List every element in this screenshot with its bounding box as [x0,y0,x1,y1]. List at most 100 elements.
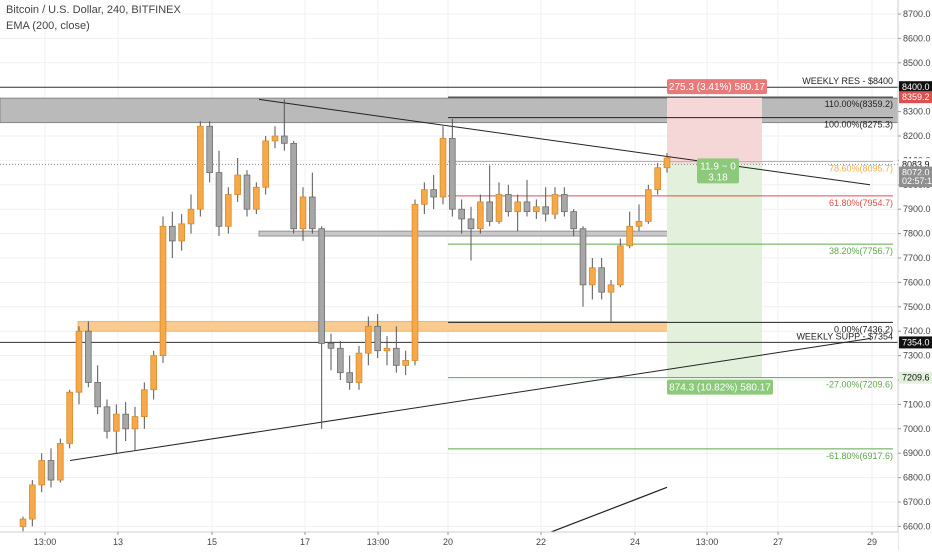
candle-body [430,189,437,198]
candle [66,389,73,449]
price-tag-bg [899,81,932,94]
fib-label: 110.00%(8359.2) [825,99,893,109]
candle [150,350,157,400]
time-axis-bg [0,532,898,550]
candle [626,211,633,249]
candle [383,336,391,366]
price-tick-label: 7900.0 [903,204,931,214]
candle-body [253,186,260,210]
candle-body [589,267,596,286]
zone-resistance-zone [0,97,899,124]
candle-body [467,218,475,230]
candle-body [85,330,92,383]
candle [327,333,335,371]
price-tag-bg [899,175,932,188]
time-tick-label: 15 [207,537,217,547]
candle-body [551,194,559,215]
candle-body [318,228,325,344]
candle-body [439,138,447,198]
price-tick-label: 8600.0 [903,33,931,43]
price-tag: 7354.0 [902,337,930,347]
candle [57,438,64,483]
candle-body [365,325,372,354]
candle [617,238,624,288]
candle [19,516,27,532]
candle [346,355,353,390]
candle [243,170,251,217]
weekly-level-label: WEEKLY RES - $8400 [802,76,893,86]
candle-body [150,355,157,391]
candle-body [383,347,391,352]
candle-body [579,228,587,286]
candle [103,399,111,439]
candle-body [355,352,363,383]
stop-loss-zone [667,97,762,165]
candle-body [234,174,241,195]
candle [607,279,615,322]
price-tag: 8072.0 [902,168,930,178]
candle [47,448,55,488]
candle-body [225,194,232,227]
candle-body [626,225,633,247]
price-tick-label: 8300.0 [903,107,931,117]
candle [253,182,260,215]
time-tick-label: 13:00 [696,537,719,547]
trendlines [69,98,871,462]
candle [299,187,307,241]
candle [542,187,549,222]
stop-label: 275.3 (3.41%) 580.17 [667,79,767,95]
candle [663,153,671,173]
price-tick-label: 7800.0 [903,229,931,239]
fibonacci-levels: 110.00%(8359.2) 100.00%(8275.3) 78.60%(809… [448,96,893,461]
candle-body [187,208,195,225]
candle [393,326,400,373]
candle-body [486,201,493,222]
candle-body [421,189,428,205]
candle-body [477,201,484,230]
fib-label: 100.00%(8275.3) [824,120,893,130]
price-tick-label: 6800.0 [903,473,931,483]
candle [561,187,568,217]
stop-label-bg [667,79,767,95]
ratio-label-text: 11.9 ~ 0 [700,161,736,172]
candle-body [178,223,185,242]
candle-body [346,372,353,383]
candle-body [75,330,83,393]
target-label-text: 874.3 (10.82%) 580.17 [669,383,771,394]
candle-body [19,518,27,527]
price-tick-label: 7300.0 [903,351,931,361]
price-tick-label: 8200.0 [903,131,931,141]
candle [225,187,232,234]
price-tick-label: 6700.0 [903,497,931,507]
candle-body [542,206,549,215]
candle [551,187,559,219]
time-tick-label: 13:00 [367,537,390,547]
trendline [69,338,871,462]
candle-body [131,416,139,430]
candle [523,179,531,217]
candle [355,345,363,390]
annotation-labels: 275.3 (3.41%) 580.17 874.3 (10.82%) 580.1… [667,79,773,395]
candle-body [290,142,297,230]
candle [38,453,45,493]
time-tick-label: 24 [630,537,640,547]
candle-body [393,347,400,366]
candle-body [402,360,409,366]
price-tag: 8083.9 [902,159,930,169]
candle [85,321,92,388]
stop-label-text: 275.3 (3.41%) 580.17 [669,82,766,93]
candle-body [169,225,176,242]
candle-body [281,135,288,144]
candle-body [337,347,344,374]
candle-body [243,174,251,210]
ema-200-line [533,486,668,540]
candle [439,126,447,205]
price-axis: 8700.08600.08500.08400.08300.08200.08100… [897,0,932,550]
candle-body [570,211,577,230]
candle-body [663,157,671,169]
candle-body [262,140,269,188]
candle [75,326,83,405]
time-tick-label: 17 [300,537,310,547]
